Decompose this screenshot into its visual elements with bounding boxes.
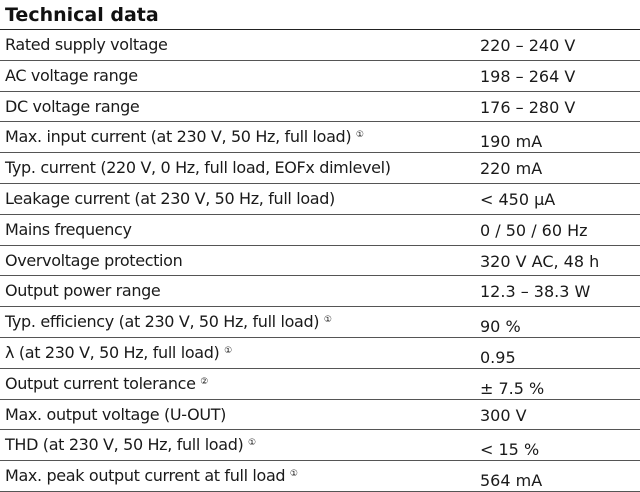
row-label: Output current tolerance ② bbox=[5, 374, 209, 393]
table-row-max-input-current: Max. input current (at 230 V, 50 Hz, ful… bbox=[0, 122, 640, 154]
table-row-output-power-range: Output power range 12.3 – 38.3 W bbox=[0, 276, 640, 308]
row-label: Max. input current (at 230 V, 50 Hz, ful… bbox=[5, 127, 364, 146]
section-title: Technical data bbox=[0, 0, 640, 30]
table-row-rated-supply-voltage: Rated supply voltage 220 – 240 V bbox=[0, 30, 640, 61]
row-value: 300 V bbox=[480, 405, 527, 425]
row-value: 90 % bbox=[480, 317, 521, 337]
row-value: ± 7.5 % bbox=[480, 378, 545, 398]
row-value: 190 mA bbox=[480, 132, 543, 152]
row-label: Output power range bbox=[5, 281, 161, 301]
row-label-text: Leakage current (at 230 V, 50 Hz, full l… bbox=[5, 188, 335, 208]
row-label: AC voltage range bbox=[5, 66, 138, 85]
row-label: Overvoltage protection bbox=[5, 250, 183, 270]
row-label: Rated supply voltage bbox=[5, 35, 168, 54]
footnote-marker: ① bbox=[323, 315, 332, 326]
row-label-text: Max. output voltage (U-OUT) bbox=[5, 404, 227, 424]
footnote-marker: ① bbox=[248, 438, 256, 449]
row-label-text: Overvoltage protection bbox=[5, 250, 183, 270]
row-value: 198 – 264 V bbox=[480, 66, 576, 86]
row-value: 176 – 280 V bbox=[480, 97, 576, 117]
row-label-text: Typ. efficiency (at 230 V, 50 Hz, full l… bbox=[5, 312, 320, 332]
row-label-text: AC voltage range bbox=[5, 65, 138, 85]
row-label-text: Max. input current (at 230 V, 50 Hz, ful… bbox=[5, 127, 352, 147]
table-row-max-peak-output-current: Max. peak output current at full load ① 5… bbox=[0, 461, 640, 492]
row-value: 320 V AC, 48 h bbox=[480, 251, 600, 271]
technical-data-table: Rated supply voltage 220 – 240 V AC volt… bbox=[0, 30, 640, 492]
footnote-marker: ① bbox=[224, 345, 232, 356]
row-label: Max. output voltage (U-OUT) bbox=[5, 405, 226, 424]
table-row-ac-voltage-range: AC voltage range 198 – 264 V bbox=[0, 61, 640, 92]
table-row-mains-frequency: Mains frequency 0 / 50 / 60 Hz bbox=[0, 215, 640, 246]
row-label: Max. peak output current at full load ① bbox=[5, 466, 298, 485]
row-label-text: THD (at 230 V, 50 Hz, full load) bbox=[5, 435, 244, 455]
row-value: < 450 µA bbox=[480, 189, 556, 209]
table-row-output-current-tolerance: Output current tolerance ② ± 7.5 % bbox=[0, 369, 640, 400]
row-label-text: λ (at 230 V, 50 Hz, full load) bbox=[5, 342, 220, 362]
row-label: Typ. current (220 V, 0 Hz, full load, EO… bbox=[5, 158, 391, 177]
row-value: 564 mA bbox=[480, 471, 543, 491]
table-row-dc-voltage-range: DC voltage range 176 – 280 V bbox=[0, 92, 640, 123]
row-label: THD (at 230 V, 50 Hz, full load) ① bbox=[5, 435, 256, 454]
footnote-marker: ① bbox=[289, 469, 298, 480]
row-label: DC voltage range bbox=[5, 96, 140, 116]
row-value: 0 / 50 / 60 Hz bbox=[480, 220, 588, 240]
footnote-marker: ① bbox=[355, 130, 364, 141]
table-row-thd: THD (at 230 V, 50 Hz, full load) ① < 15 % bbox=[0, 430, 640, 462]
row-label: Leakage current (at 230 V, 50 Hz, full l… bbox=[5, 189, 335, 208]
row-label-text: Output power range bbox=[5, 281, 161, 301]
table-row-typ-efficiency: Typ. efficiency (at 230 V, 50 Hz, full l… bbox=[0, 307, 640, 338]
row-label-text: Rated supply voltage bbox=[5, 35, 168, 54]
table-row-overvoltage-protection: Overvoltage protection 320 V AC, 48 h bbox=[0, 246, 640, 277]
row-label: Typ. efficiency (at 230 V, 50 Hz, full l… bbox=[5, 312, 332, 331]
row-label-text: DC voltage range bbox=[5, 96, 140, 116]
row-label-text: Output current tolerance bbox=[5, 373, 196, 393]
row-label: Mains frequency bbox=[5, 220, 132, 239]
row-label: λ (at 230 V, 50 Hz, full load) ① bbox=[5, 343, 232, 362]
table-row-lambda: λ (at 230 V, 50 Hz, full load) ① 0.95 bbox=[0, 338, 640, 369]
row-value: 220 mA bbox=[480, 159, 543, 179]
row-value: 12.3 – 38.3 W bbox=[480, 282, 591, 302]
table-row-leakage-current: Leakage current (at 230 V, 50 Hz, full l… bbox=[0, 184, 640, 215]
table-row-typ-current: Typ. current (220 V, 0 Hz, full load, EO… bbox=[0, 153, 640, 184]
row-value: 220 – 240 V bbox=[480, 36, 576, 55]
table-row-max-output-voltage: Max. output voltage (U-OUT) 300 V bbox=[0, 400, 640, 431]
row-label-text: Mains frequency bbox=[5, 219, 132, 239]
row-value: 0.95 bbox=[480, 347, 516, 367]
row-value: < 15 % bbox=[480, 440, 540, 460]
row-label-text: Max. peak output current at full load bbox=[5, 466, 286, 486]
row-label-text: Typ. current (220 V, 0 Hz, full load, EO… bbox=[5, 158, 391, 178]
footnote-marker: ② bbox=[200, 376, 208, 387]
